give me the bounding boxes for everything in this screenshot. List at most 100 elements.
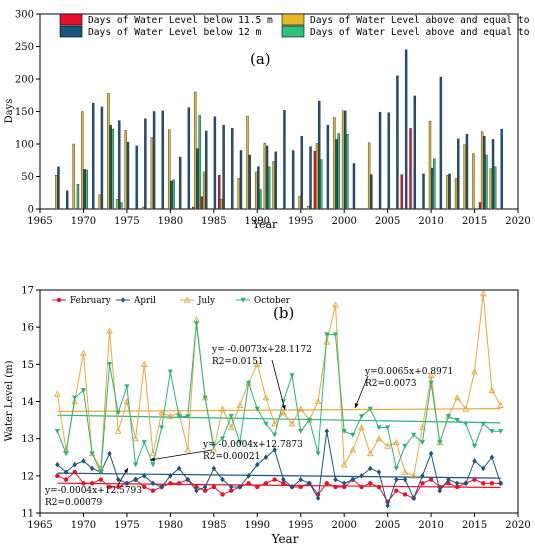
bar-below12 — [257, 166, 260, 210]
legend-swatch — [59, 13, 83, 26]
bar-below12 — [448, 173, 451, 210]
panel-b-legend: February April July October — [52, 296, 291, 306]
point-july — [288, 420, 296, 427]
bar-below12 — [161, 110, 164, 210]
bar-below12 — [187, 107, 191, 210]
bar-below12 — [178, 156, 182, 210]
point-february — [420, 481, 425, 486]
point-october — [115, 410, 121, 416]
point-february — [446, 481, 451, 486]
y-tick-label: 15 — [21, 360, 34, 371]
point-october — [63, 451, 69, 457]
bar-below115 — [409, 128, 412, 210]
point-april — [402, 476, 408, 483]
point-april — [385, 502, 390, 509]
point-october — [454, 417, 460, 423]
point-october — [254, 406, 260, 412]
point-february — [341, 484, 347, 490]
point-february — [202, 488, 208, 493]
point-february — [194, 484, 199, 490]
point-april — [229, 484, 234, 490]
bar-below12 — [274, 151, 277, 210]
point-april — [246, 473, 251, 479]
x-tick-label: 2020 — [505, 216, 530, 227]
point-july — [184, 446, 192, 453]
point-february — [89, 481, 95, 486]
legend-label: Days of Water Level above and equal to 1… — [310, 27, 535, 38]
point-july — [462, 405, 470, 412]
point-april — [411, 495, 416, 501]
point-february — [98, 477, 104, 482]
x-tick-label: 1990 — [245, 216, 270, 227]
bar-below12 — [422, 173, 425, 210]
point-july — [349, 446, 357, 453]
point-april — [211, 465, 217, 472]
point-february — [324, 481, 329, 486]
bar-below12 — [92, 102, 95, 210]
point-october — [133, 462, 139, 468]
panel-a: (a) Year Days 0 50 100 150 200 250 300 1965 1970… — [4, 10, 535, 232]
legend-label: October — [254, 296, 291, 306]
y-tick-label: 200 — [15, 75, 34, 86]
bar-below12 — [57, 166, 60, 210]
point-july — [332, 301, 339, 308]
legend-label: Days of Water Level above and equal to 1… — [310, 15, 535, 26]
point-april — [481, 465, 486, 472]
point-february — [211, 484, 217, 490]
point-february — [107, 484, 112, 490]
point-october — [141, 440, 147, 445]
bar-above14 — [315, 143, 319, 210]
annotation-arrowhead — [123, 468, 128, 473]
bar-below115 — [478, 202, 482, 210]
bar-below12 — [309, 146, 312, 210]
bar-above14 — [55, 174, 58, 210]
point-april — [341, 480, 347, 487]
point-april — [263, 454, 269, 461]
bar-above14 — [272, 161, 275, 210]
point-july — [149, 449, 157, 457]
point-october — [393, 466, 399, 471]
bar-below12 — [265, 145, 269, 210]
point-october — [402, 443, 408, 449]
bar-below12 — [222, 124, 225, 210]
point-october — [280, 399, 286, 405]
bar-below12 — [213, 116, 217, 210]
bar-above15 — [337, 133, 340, 210]
point-april — [324, 428, 329, 435]
y-tick-label: 14 — [21, 397, 34, 408]
panel-a-legend: Days of Water Level below 11.5 m Days of … — [59, 13, 535, 38]
point-july — [453, 394, 461, 401]
bar-below12 — [291, 150, 295, 210]
bar-below12 — [83, 169, 86, 210]
point-april — [428, 450, 434, 457]
point-october — [489, 429, 495, 434]
series-line-april — [57, 431, 502, 508]
point-october — [124, 384, 130, 390]
point-october — [411, 432, 417, 438]
point-april — [315, 495, 321, 501]
point-february — [333, 484, 338, 490]
bar-below12 — [300, 135, 304, 210]
trend-line-february — [57, 482, 501, 489]
point-july — [401, 468, 409, 475]
point-october — [419, 440, 425, 445]
bar-below115 — [200, 196, 204, 210]
bar-below12 — [387, 112, 390, 210]
point-april — [350, 476, 356, 483]
point-october — [498, 429, 504, 434]
y-tick-label: 50 — [21, 172, 34, 183]
annotation-arrow — [271, 359, 286, 411]
regression-r2: R2=0.0151 — [212, 357, 264, 367]
bar-above14 — [263, 143, 267, 210]
point-july — [262, 394, 270, 401]
point-july — [236, 401, 244, 408]
point-october — [167, 369, 173, 375]
point-april — [142, 473, 147, 479]
point-october — [263, 421, 269, 427]
point-february — [116, 484, 121, 490]
bar-below12 — [65, 190, 69, 210]
point-october — [358, 414, 365, 419]
point-october — [289, 373, 295, 379]
x-tick-label: 2010 — [418, 520, 443, 531]
point-april — [124, 480, 130, 487]
